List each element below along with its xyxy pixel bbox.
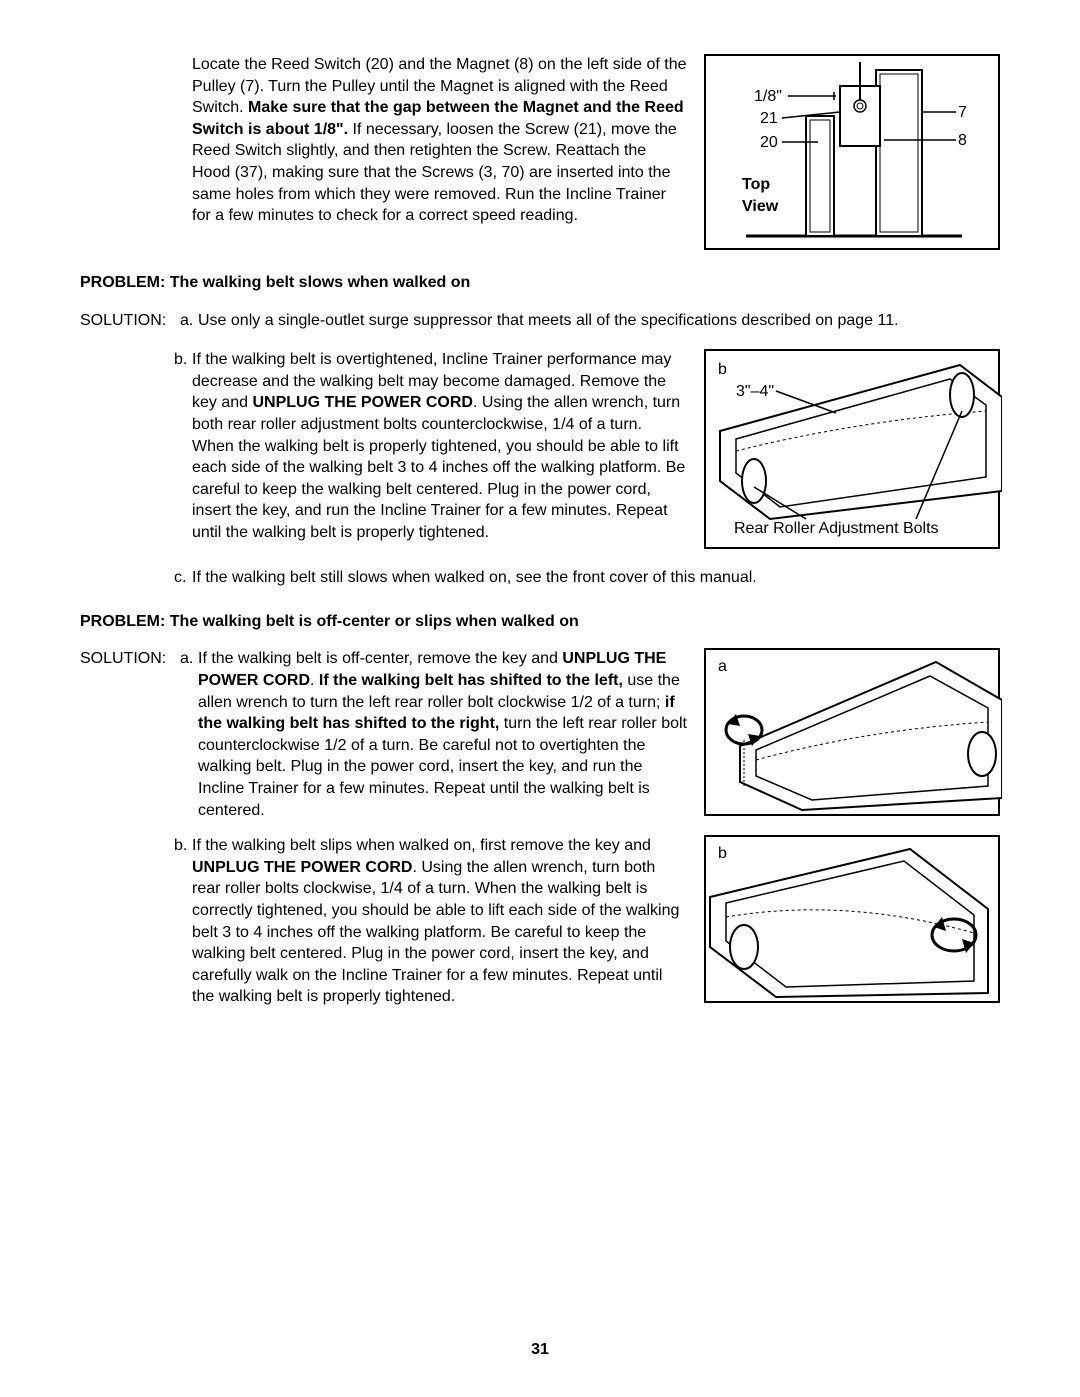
- sol1c-text: If the walking belt still slows when wal…: [192, 567, 1000, 589]
- sol2b-wrap: b. If the walking belt slips when walked…: [174, 835, 688, 1008]
- intro-text: Locate the Reed Switch (20) and the Magn…: [192, 54, 688, 227]
- fig1-caption: Top View: [742, 174, 778, 217]
- fig1-7-label: 7: [958, 102, 967, 124]
- sol1b-row: b. If the walking belt is overtightened,…: [80, 349, 1000, 549]
- sol2a-textcol: SOLUTION: a. If the walking belt is off-…: [80, 648, 688, 821]
- sol2a-b2: If the walking belt has shifted to the l…: [319, 672, 623, 689]
- sol2b-row: b. If the walking belt slips when walked…: [80, 835, 1000, 1008]
- fig1-svg: [706, 56, 1002, 252]
- sol1b-text: If the walking belt is overtightened, In…: [192, 349, 688, 543]
- sol2a-text: If the walking belt is off-center, remov…: [198, 648, 688, 821]
- sol2a-mid1: .: [310, 672, 319, 689]
- sol1c-row: c. If the walking belt still slows when …: [174, 567, 1000, 589]
- fig4-letter: b: [718, 843, 727, 865]
- sol1b-letter: b.: [174, 349, 192, 543]
- intro-row: Locate the Reed Switch (20) and the Magn…: [80, 54, 1000, 250]
- sol1b-textcol: b. If the walking belt is overtightened,…: [80, 349, 688, 543]
- fig1-gap-label: 1/8": [754, 86, 782, 108]
- solution-label-1: SOLUTION:: [80, 310, 180, 332]
- problem1-heading: PROBLEM: The walking belt slows when wal…: [80, 272, 1000, 294]
- sol1b-bold: UNPLUG THE POWER CORD: [252, 394, 472, 411]
- fig1-top-view: 1/8" 21 20 7 8 Top View: [704, 54, 1000, 250]
- fig4-svg: [706, 837, 1002, 1005]
- sol2b-bold: UNPLUG THE POWER CORD: [192, 859, 412, 876]
- page-number: 31: [0, 1339, 1080, 1361]
- sol1a-text: Use only a single-outlet surge suppresso…: [198, 310, 1000, 332]
- fig1-col: 1/8" 21 20 7 8 Top View: [704, 54, 1000, 250]
- fig3-svg: [706, 650, 1002, 818]
- sol2b-letter: b.: [174, 835, 192, 1008]
- sol2b-post: . Using the allen wrench, turn both rear…: [192, 859, 679, 1006]
- solution-label-2: SOLUTION:: [80, 648, 180, 821]
- sol2a-pre: If the walking belt is off-center, remov…: [198, 650, 562, 667]
- fig2-col: b 3"–4" Rear Roller Adjustment Bolts: [704, 349, 1000, 549]
- fig2-rear-roller: b 3"–4" Rear Roller Adjustment Bolts: [704, 349, 1000, 549]
- fig2-caption: Rear Roller Adjustment Bolts: [734, 518, 939, 540]
- fig4-slips: b: [704, 835, 1000, 1003]
- sol2a-wrap: SOLUTION: a. If the walking belt is off-…: [80, 648, 688, 821]
- fig1-20-label: 20: [760, 132, 778, 154]
- sol1c-letter: c.: [174, 567, 192, 589]
- fig1-21-label: 21: [760, 108, 778, 130]
- sol2b-pre: If the walking belt slips when walked on…: [192, 837, 651, 854]
- sol2a-row: SOLUTION: a. If the walking belt is off-…: [80, 648, 1000, 821]
- fig4-col: b: [704, 835, 1000, 1003]
- fig3-offcenter: a: [704, 648, 1000, 816]
- sol1a-row: SOLUTION: a. Use only a single-outlet su…: [80, 310, 1000, 332]
- sol1b-post: . Using the allen wrench, turn both rear…: [192, 394, 685, 541]
- sol1b-wrap: b. If the walking belt is overtightened,…: [174, 349, 688, 543]
- fig2-dim: 3"–4": [736, 381, 774, 403]
- sol1a-letter: a.: [180, 310, 198, 332]
- fig3-letter: a: [718, 656, 727, 678]
- fig3-col: a: [704, 648, 1000, 816]
- sol2b-text: If the walking belt slips when walked on…: [192, 835, 688, 1008]
- sol2a-letter: a.: [180, 648, 198, 821]
- fig1-8-label: 8: [958, 130, 967, 152]
- sol2b-textcol: b. If the walking belt slips when walked…: [80, 835, 688, 1008]
- manual-page: Locate the Reed Switch (20) and the Magn…: [0, 0, 1080, 1397]
- problem2-heading: PROBLEM: The walking belt is off-center …: [80, 611, 1000, 633]
- fig2-letter: b: [718, 359, 727, 381]
